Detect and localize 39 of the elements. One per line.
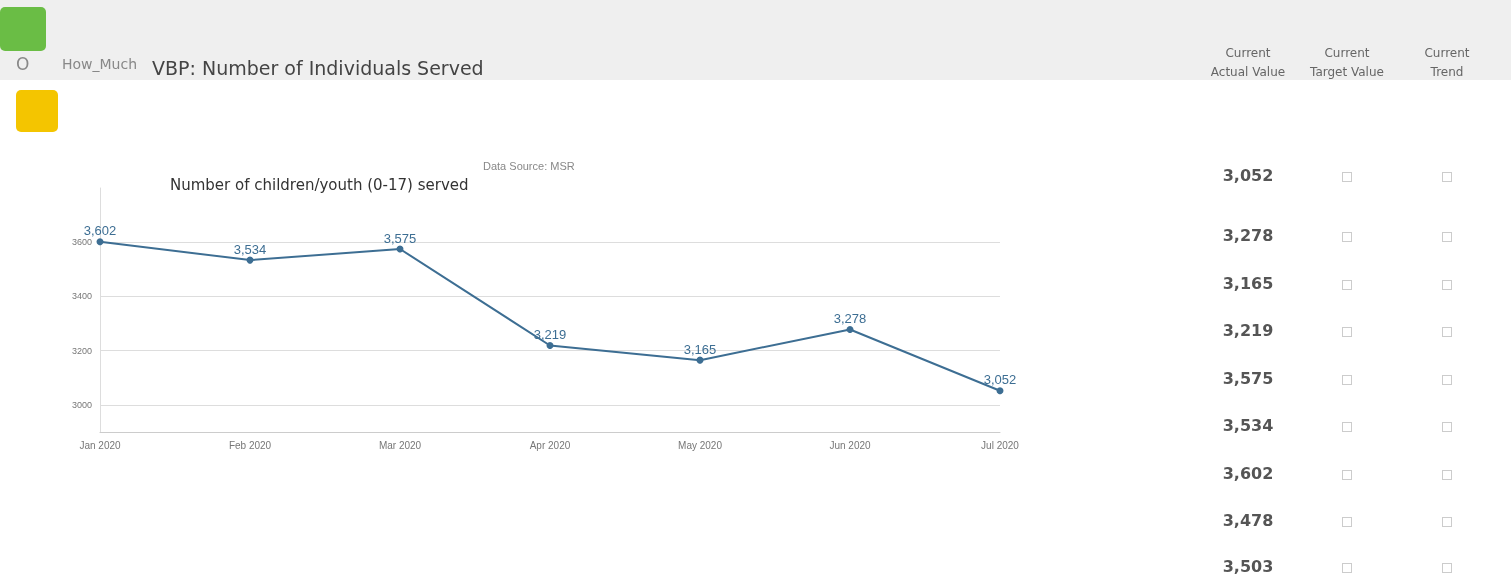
x-tick-label: Jan 2020 [79,439,122,451]
text: 3,575 [1221,369,1275,388]
y-tick-label: 3400 [71,291,92,302]
text: 3,165 [1221,274,1275,293]
x-tick-label: May 2020 [678,439,723,451]
text: Current Target Value [1309,45,1385,81]
text: 3,219 [1221,321,1275,340]
text: O [16,54,30,74]
data-label: 3,534 [233,241,267,257]
data-label: 3,278 [833,311,867,327]
data-label: 3,165 [683,341,717,357]
point [96,238,104,246]
text: Current Actual Value [1209,45,1287,81]
data-label: 3,052 [983,372,1017,388]
chart-title: Number of children/youth (0-17) served [170,175,469,194]
source-note: Data Source: MSR [483,159,575,172]
x-tick-label: Apr 2020 [529,439,571,451]
text: 3,602 [1221,464,1275,483]
text: 3,534 [1221,416,1275,435]
x-tick-label: Mar 2020 [378,439,422,451]
y-tick-label: 3000 [71,399,92,410]
point [546,342,554,350]
data-label: 3,575 [383,230,417,246]
text: VBP: Number of Individuals Served [152,57,484,79]
data-label: 3,219 [533,327,567,343]
point [846,326,854,334]
x-tick-label: Feb 2020 [228,439,272,451]
text: 3,478 [1221,511,1275,530]
text: How_Much [62,56,138,72]
x-tick-label: Jul 2020 [981,439,1020,451]
text: 3,278 [1221,226,1275,245]
y-tick-label: 3200 [71,345,92,356]
data-label: 3,602 [83,223,117,239]
text: 3,503 [1221,557,1275,576]
x-tick-label: Jun 2020 [829,439,872,451]
y-tick-label: 3600 [71,237,92,248]
text: Current Trend [1423,45,1471,81]
text: 3,052 [1221,166,1275,185]
point [996,387,1004,395]
